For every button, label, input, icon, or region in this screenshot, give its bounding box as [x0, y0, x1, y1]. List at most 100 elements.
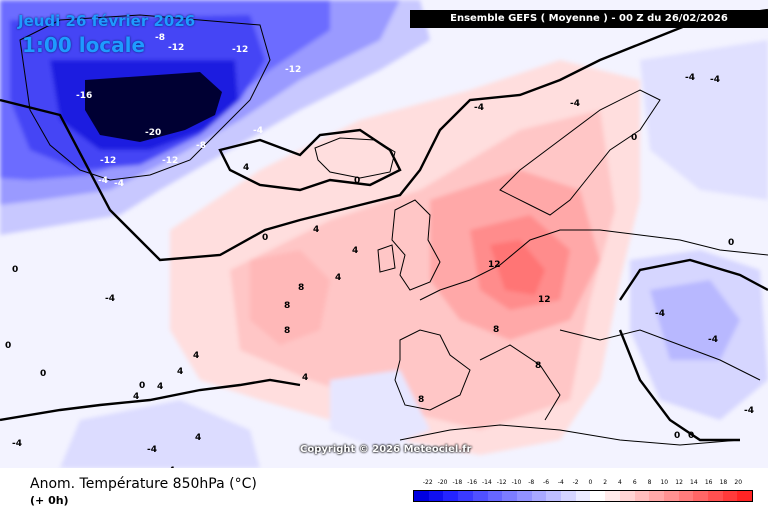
- legend-tick: -6: [543, 479, 550, 486]
- contour-label: 12: [488, 260, 501, 270]
- contour-label: -12: [232, 45, 248, 55]
- lead-time: (+ 0h): [30, 494, 69, 507]
- legend-swatch: [663, 491, 679, 501]
- warm-anomaly-area: [490, 240, 545, 295]
- legend-tick: -22: [422, 479, 433, 486]
- contour-label: 0: [631, 133, 637, 143]
- iceland-coast: [314, 137, 396, 179]
- contour-label: -4: [147, 445, 157, 455]
- north-africa-coast: [399, 424, 741, 446]
- contour-label: 4: [313, 225, 319, 235]
- contour-label: -12: [168, 43, 184, 53]
- legend-swatch: [619, 491, 635, 501]
- contour-label: 12: [538, 295, 551, 305]
- legend-swatch: [428, 491, 444, 501]
- legend-swatch: [414, 491, 429, 501]
- anomaly-shading: [0, 0, 768, 468]
- map-footer: Anom. Température 850hPa (°C) (+ 0h) -22…: [0, 468, 768, 512]
- contour-label: -12: [100, 156, 116, 166]
- contour-label: 4: [302, 373, 308, 383]
- warm-anomaly-area: [250, 250, 330, 345]
- contour-label: -4: [114, 179, 124, 189]
- legend-swatch: [737, 491, 753, 501]
- contour-label: 0: [5, 341, 11, 351]
- legend-tick: 6: [632, 479, 637, 486]
- legend-tick: -4: [557, 479, 564, 486]
- contour-label: -8: [155, 33, 165, 43]
- contour-label: -4: [685, 73, 695, 83]
- contour-label: -4: [710, 75, 720, 85]
- contour-label: 0: [262, 233, 268, 243]
- europe-coast: [394, 229, 768, 421]
- legend-tick: 4: [618, 479, 622, 486]
- legend-swatch: [590, 491, 606, 501]
- greenland-cold-core: [85, 72, 222, 142]
- forecast-date: Jeudi 26 février 2026: [18, 12, 196, 30]
- contour-label: -4: [708, 335, 718, 345]
- legend-tick: 10: [660, 479, 669, 486]
- contour-label: 4: [193, 351, 199, 361]
- contour-label: 4: [157, 382, 163, 392]
- forecast-time: 1:00 locale: [22, 33, 146, 57]
- legend-swatch: [458, 491, 473, 501]
- legend-swatch: [634, 491, 650, 501]
- contour-label: 0: [674, 431, 680, 441]
- legend-swatch: [531, 491, 547, 501]
- legend-swatch: [722, 491, 738, 501]
- legend-tick: 8: [647, 479, 652, 486]
- legend-tick: 0: [588, 479, 593, 486]
- legend-swatch: [546, 491, 562, 501]
- contour-label: 8: [284, 326, 290, 336]
- cold-anomaly-area: [330, 370, 430, 450]
- contour-label: -4: [570, 99, 580, 109]
- contour-label: -4: [655, 309, 665, 319]
- contour-label: -4: [474, 103, 484, 113]
- color-scale-legend: [413, 490, 753, 502]
- contour-label: 8: [535, 361, 541, 371]
- legend-tick: 16: [704, 479, 713, 486]
- cold-anomaly-area: [640, 40, 768, 200]
- contour-label: -4: [253, 126, 263, 136]
- legend-tick: -20: [437, 479, 448, 486]
- contour-label: 8: [284, 301, 290, 311]
- contour-label: -4: [12, 439, 22, 449]
- cold-anomaly-area: [650, 280, 740, 360]
- contour-label: 4: [352, 246, 358, 256]
- legend-tick: -16: [467, 479, 478, 486]
- temperature-anomaly-map: -8 -12 -12 -12 -16 -20 -4 -8 -12 -12 -4 …: [0, 0, 768, 468]
- contour-label: 8: [493, 325, 499, 335]
- legend-tick: -10: [511, 479, 522, 486]
- legend-tick: 20: [734, 479, 743, 486]
- contour-label: 8: [418, 395, 424, 405]
- legend-tick: -2: [572, 479, 579, 486]
- contour-label: 4: [335, 273, 341, 283]
- british-isles-coast: [377, 199, 441, 291]
- legend-tick: 18: [719, 479, 728, 486]
- legend-tick: -8: [528, 479, 535, 486]
- coastlines: [19, 14, 768, 446]
- copyright-notice: Copyright © 2026 Meteociel.fr: [300, 444, 472, 455]
- legend-swatch: [472, 491, 488, 501]
- legend-swatch: [516, 491, 532, 501]
- greenland-coast: [19, 14, 271, 181]
- legend-swatch: [487, 491, 503, 501]
- scandinavia-coast: [499, 89, 661, 216]
- contour-label: -12: [162, 156, 178, 166]
- zero-contours: [0, 8, 768, 442]
- contour-label: -16: [76, 91, 92, 101]
- contour-label: 4: [177, 367, 183, 377]
- legend-swatch: [502, 491, 517, 501]
- legend-swatch: [693, 491, 709, 501]
- contour-label: -20: [145, 128, 161, 138]
- contour-label: 8: [298, 283, 304, 293]
- contour-label: -4: [744, 406, 754, 416]
- contour-label: -8: [196, 141, 206, 151]
- contour-label: 0: [139, 381, 145, 391]
- legend-swatch: [708, 491, 723, 501]
- contour-label: 0: [354, 176, 360, 186]
- contour-label: -4: [105, 294, 115, 304]
- contour-value-labels: -8 -12 -12 -12 -16 -20 -4 -8 -12 -12 -4 …: [5, 33, 754, 468]
- legend-tick: 2: [603, 479, 608, 486]
- parameter-title: Anom. Température 850hPa (°C): [30, 476, 257, 492]
- cold-anomaly-area: [60, 400, 260, 468]
